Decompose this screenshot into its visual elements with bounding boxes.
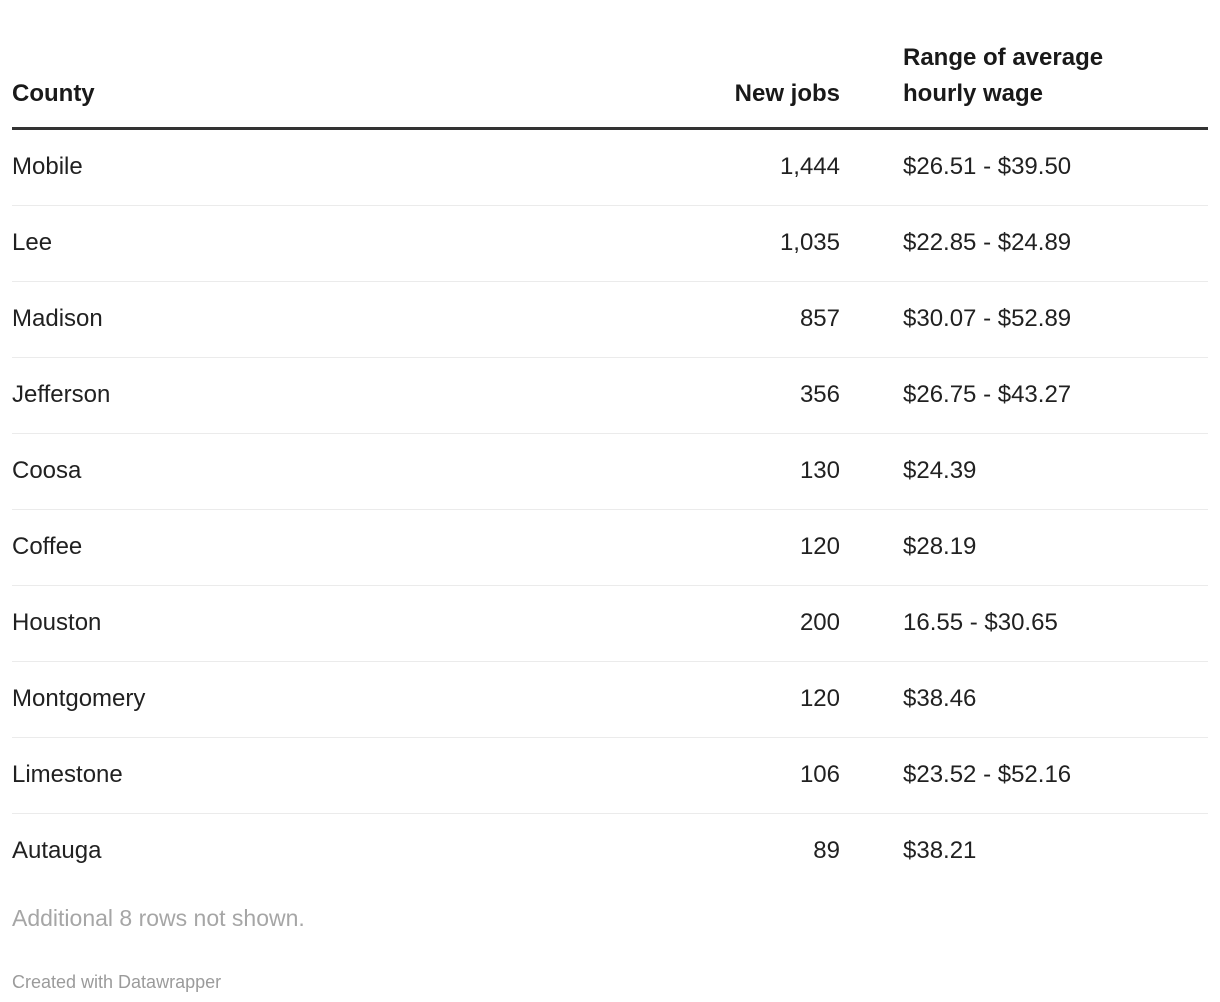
table-row: Autauga 89 $38.21	[12, 814, 1208, 890]
header-row: County New jobs Range of average hourly …	[12, 40, 1208, 130]
new-jobs-cell: 120	[602, 661, 840, 738]
column-header-wage-range: Range of average hourly wage	[840, 40, 1208, 130]
table-row: Houston 200 16.55 - $30.65	[12, 585, 1208, 662]
county-cell: Coosa	[12, 433, 602, 510]
new-jobs-cell: 106	[602, 737, 840, 814]
county-cell: Mobile	[12, 128, 602, 206]
table-row: Jefferson 356 $26.75 - $43.27	[12, 357, 1208, 434]
new-jobs-cell: 1,444	[602, 128, 840, 206]
column-header-county: County	[12, 40, 602, 130]
county-cell: Madison	[12, 281, 602, 358]
table-row: Coffee 120 $28.19	[12, 509, 1208, 586]
table-row: Limestone 106 $23.52 - $52.16	[12, 737, 1208, 814]
datawrapper-byline: Created with Datawrapper	[12, 972, 222, 992]
table-body: Mobile 1,444 $26.51 - $39.50 Lee 1,035 $22.85…	[12, 128, 1208, 890]
new-jobs-cell: 200	[602, 585, 840, 662]
rows-not-shown-note: Additional 8 rows not shown.	[12, 905, 305, 931]
wage-range-cell: $24.39	[840, 433, 1208, 510]
new-jobs-cell: 130	[602, 433, 840, 510]
wage-range-cell: $26.75 - $43.27	[840, 357, 1208, 434]
county-cell: Houston	[12, 585, 602, 662]
wage-range-cell: $30.07 - $52.89	[840, 281, 1208, 358]
table-row: Coosa 130 $24.39	[12, 433, 1208, 510]
wage-range-cell: $22.85 - $24.89	[840, 205, 1208, 282]
column-header-new-jobs: New jobs	[602, 40, 840, 130]
new-jobs-cell: 857	[602, 281, 840, 358]
wage-range-cell: $23.52 - $52.16	[840, 737, 1208, 814]
table-row: Mobile 1,444 $26.51 - $39.50	[12, 128, 1208, 206]
jobs-table: County New jobs Range of average hourly …	[12, 40, 1208, 889]
county-cell: Lee	[12, 205, 602, 282]
table-row: Lee 1,035 $22.85 - $24.89	[12, 205, 1208, 282]
wage-range-cell: $26.51 - $39.50	[840, 128, 1208, 206]
county-cell: Jefferson	[12, 357, 602, 434]
new-jobs-cell: 89	[813, 837, 840, 864]
wage-range-cell: $38.21	[903, 837, 977, 864]
county-cell: Limestone	[12, 737, 602, 814]
county-cell: Autauga	[12, 837, 102, 864]
table-row: Madison 857 $30.07 - $52.89	[12, 281, 1208, 358]
new-jobs-cell: 1,035	[602, 205, 840, 282]
table-header: County New jobs Range of average hourly …	[12, 40, 1208, 130]
table-row: Montgomery 120 $38.46	[12, 661, 1208, 738]
county-cell: Coffee	[12, 509, 602, 586]
county-cell: Montgomery	[12, 661, 602, 738]
new-jobs-cell: 120	[602, 509, 840, 586]
new-jobs-cell: 356	[602, 357, 840, 434]
wage-range-cell: $38.46	[840, 661, 1208, 738]
wage-range-cell: $28.19	[840, 509, 1208, 586]
wage-range-cell: 16.55 - $30.65	[840, 585, 1208, 662]
